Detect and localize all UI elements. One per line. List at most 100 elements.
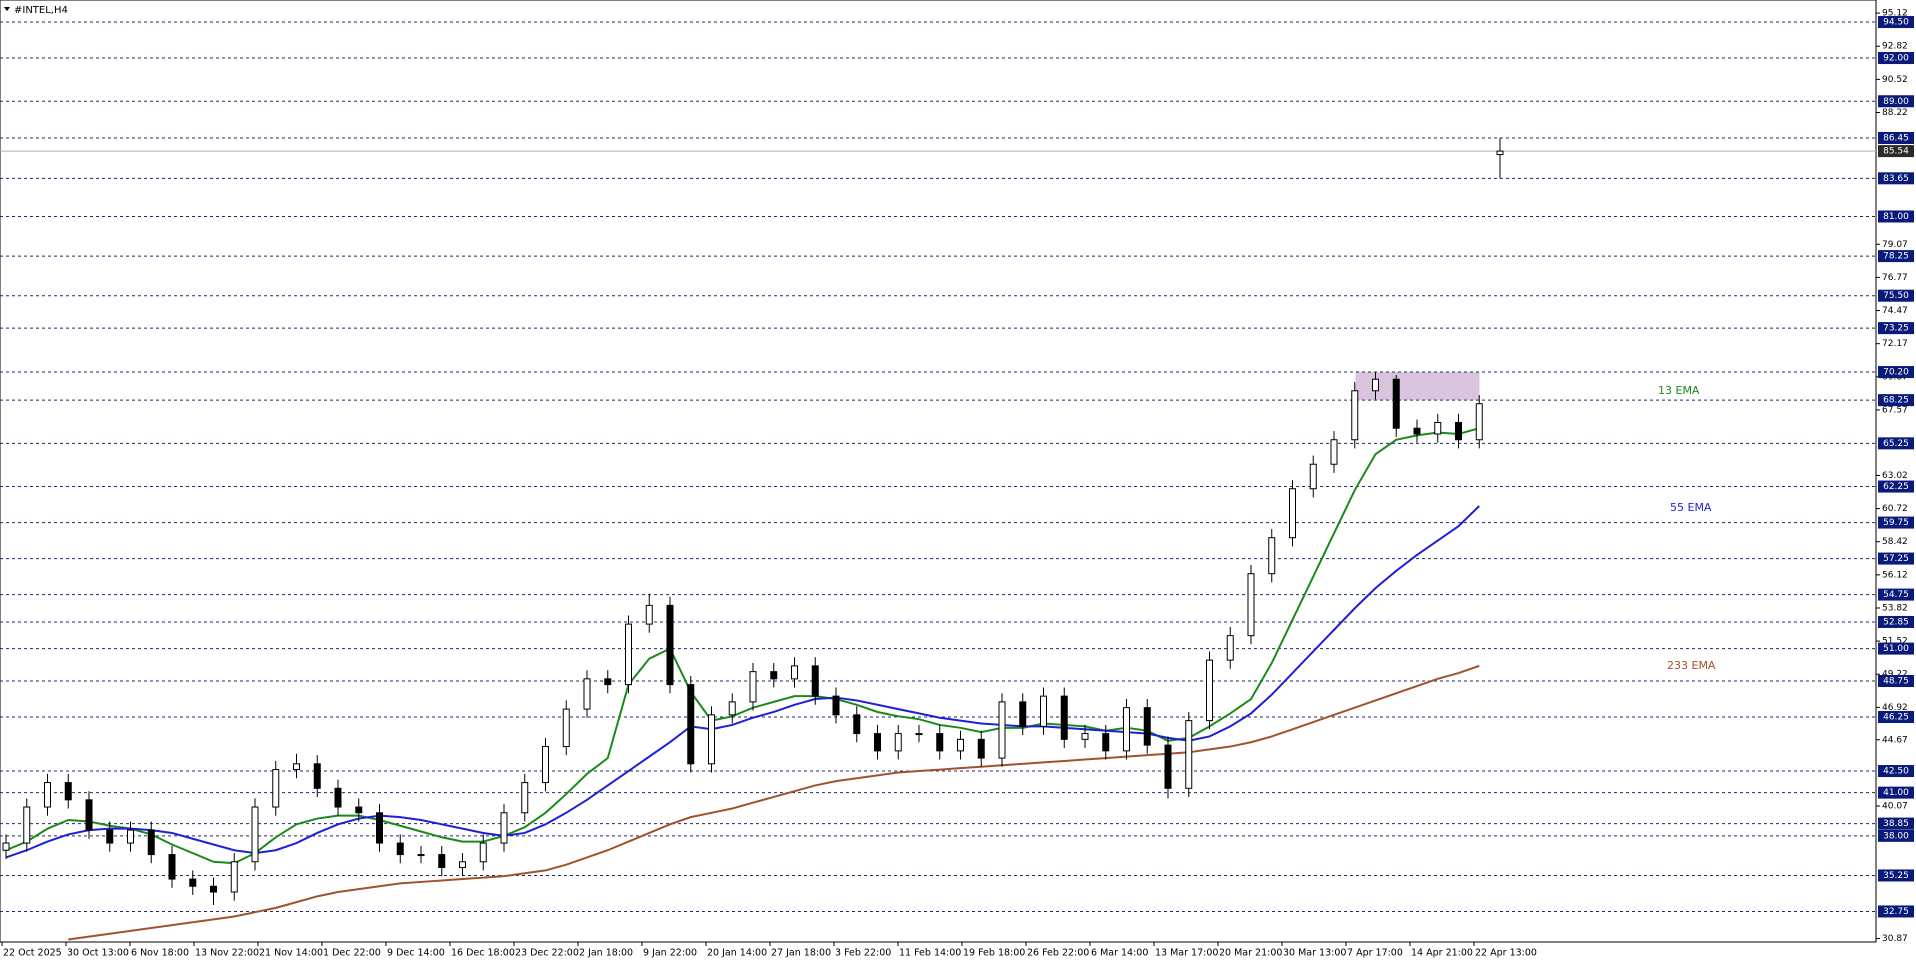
y-tick-label: 53.82	[1882, 603, 1908, 613]
candle-body	[417, 854, 425, 857]
level-label: 78.25	[1883, 252, 1909, 262]
x-tick-label: 1 Dec 22:00	[323, 948, 381, 959]
level-label: 70.20	[1883, 368, 1909, 378]
y-tick-label: 44.67	[1882, 735, 1908, 745]
level-label: 52.85	[1883, 617, 1909, 627]
x-tick-label: 23 Dec 22:00	[515, 948, 579, 959]
y-tick-label: 63.02	[1882, 471, 1908, 481]
y-tick-label: 74.47	[1882, 306, 1908, 316]
level-label: 48.75	[1883, 677, 1909, 687]
candle-body	[1040, 695, 1047, 727]
y-tick-label: 76.77	[1882, 273, 1908, 283]
candle-body	[1351, 390, 1359, 441]
x-tick-label: 9 Dec 14:00	[387, 948, 445, 959]
candle-body	[936, 733, 944, 752]
candle-body	[1123, 707, 1130, 752]
x-tick-label: 30 Mar 13:00	[1283, 948, 1346, 959]
candle-body	[1289, 488, 1296, 539]
candle-body	[915, 733, 923, 736]
candle-body	[293, 763, 300, 771]
ema-line	[68, 664, 1480, 941]
candle-body	[1413, 427, 1421, 435]
candle-body	[749, 671, 757, 703]
level-label: 81.00	[1883, 212, 1909, 222]
candle-body	[1143, 707, 1151, 746]
bid-label: 85.54	[1883, 147, 1909, 157]
candle-body	[687, 684, 695, 765]
y-tick-label: 46.92	[1882, 703, 1908, 713]
level-box	[1878, 765, 1914, 778]
x-tick-label: 19 Feb 18:00	[963, 948, 1025, 959]
candle-body	[1372, 378, 1379, 392]
candle-body	[2, 842, 10, 851]
plot-frame	[0, 0, 1877, 943]
candle-body	[1206, 659, 1213, 722]
candle-body	[1434, 421, 1442, 435]
candle-body	[313, 763, 321, 789]
x-tick-label: 20 Mar 21:00	[1219, 948, 1282, 959]
level-box	[1878, 642, 1914, 655]
candle-body	[542, 746, 549, 784]
candle-body	[355, 806, 363, 814]
candle-body	[1185, 720, 1193, 789]
candle-body	[1019, 701, 1027, 727]
x-tick-label: 20 Jan 14:00	[707, 948, 767, 959]
candle-body	[791, 665, 798, 680]
candle-body	[604, 678, 612, 686]
candle-body	[334, 787, 342, 808]
y-tick-label: 49.22	[1882, 670, 1908, 680]
menu-triangle[interactable]	[4, 7, 10, 11]
y-tick-label: 40.07	[1882, 802, 1908, 812]
y-tick-label: 95.12	[1882, 9, 1908, 19]
candle-body	[1164, 744, 1172, 789]
candle-body	[874, 733, 881, 752]
candle-body	[832, 695, 840, 716]
candle-body	[562, 708, 570, 748]
candle-body	[1455, 421, 1462, 441]
y-tick-label: 79.07	[1882, 240, 1908, 250]
level-label: 73.25	[1883, 324, 1909, 334]
candle-body	[147, 829, 155, 856]
legend-label: 55 EMA	[1670, 501, 1712, 514]
level-label: 42.50	[1883, 767, 1909, 777]
level-label: 86.45	[1883, 133, 1909, 143]
level-box	[1878, 588, 1914, 601]
candle-body	[728, 701, 736, 716]
level-label: 94.50	[1883, 18, 1909, 28]
candle-body	[1475, 403, 1483, 441]
candle-body	[645, 604, 653, 625]
candle-body	[583, 678, 591, 710]
y-tick-label: 92.82	[1882, 42, 1908, 52]
x-tick-label: 13 Mar 17:00	[1155, 948, 1218, 959]
candle-body	[521, 782, 529, 814]
candle-body	[459, 861, 466, 869]
level-label: 62.25	[1883, 482, 1909, 492]
level-box	[1878, 322, 1914, 335]
x-tick-label: 2 Jan 18:00	[579, 948, 633, 959]
level-label: 59.75	[1883, 518, 1909, 528]
candle-body	[666, 604, 674, 686]
candle-body	[127, 829, 134, 844]
level-label: 46.25	[1883, 713, 1909, 723]
level-box	[1878, 250, 1914, 263]
level-label: 68.25	[1883, 396, 1909, 406]
x-tick-label: 30 Oct 13:00	[67, 948, 129, 959]
candle-body	[1496, 150, 1504, 156]
level-box	[1878, 817, 1914, 830]
x-tick-label: 11 Feb 14:00	[899, 948, 961, 959]
level-box	[1878, 552, 1914, 565]
level-box	[1878, 210, 1914, 223]
level-label: 35.25	[1883, 871, 1909, 881]
level-label: 83.65	[1883, 174, 1909, 184]
y-tick-label: 72.17	[1882, 339, 1908, 349]
candle-body	[189, 878, 197, 887]
candle-body	[376, 812, 383, 844]
level-label: 51.00	[1883, 644, 1909, 654]
y-tick-label: 58.42	[1882, 537, 1908, 547]
x-tick-label: 27 Jan 18:00	[771, 948, 831, 959]
candle-body	[708, 714, 715, 765]
level-box	[1878, 869, 1914, 882]
level-label: 65.25	[1883, 439, 1909, 449]
